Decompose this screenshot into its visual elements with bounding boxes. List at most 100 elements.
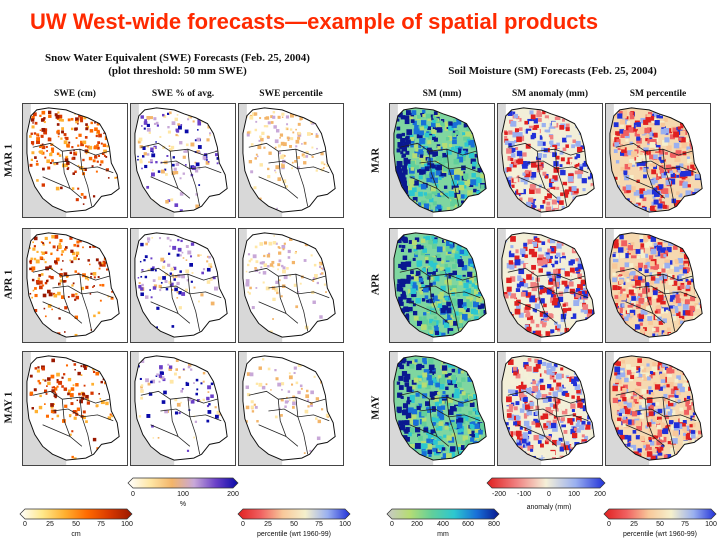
basin-boundary xyxy=(662,397,676,455)
tick-label: 50 xyxy=(290,521,298,528)
basin-boundary xyxy=(428,399,450,447)
basin-boundary xyxy=(140,142,218,156)
tick-label: 200 xyxy=(594,491,606,498)
colorbar-swe-percentile xyxy=(237,508,351,520)
basin-boundary xyxy=(32,142,110,156)
slide-title: UW West-wide forecasts—example of spatia… xyxy=(30,9,599,34)
region-area xyxy=(242,232,336,338)
tick-label: -200 xyxy=(491,491,507,498)
forecast-map-pct-2 xyxy=(130,228,236,343)
tick-label: 25 xyxy=(264,521,272,528)
forecast-map-swe-1 xyxy=(22,103,128,218)
forecast-map-swep-1 xyxy=(238,103,344,218)
tick-label: 200 xyxy=(227,491,239,498)
colorbar-swe-percentile-graphic xyxy=(237,508,351,520)
forecast-map-sm-3 xyxy=(389,351,495,466)
swe-row-label-mar: MAR 1 xyxy=(3,144,15,177)
ocean-area xyxy=(23,104,67,217)
ocean-area xyxy=(239,229,283,342)
ocean-area xyxy=(390,229,434,342)
basin-boundary xyxy=(258,176,287,189)
basin-boundary xyxy=(615,390,693,404)
map-graphic xyxy=(498,229,595,342)
region-area xyxy=(501,107,595,213)
tick-label: 0 xyxy=(241,521,245,528)
sm-panel-title: Soil Moisture (SM) Forecasts (Feb. 25, 2… xyxy=(448,65,657,77)
basin-boundary xyxy=(554,397,568,455)
basin-boundary xyxy=(644,399,666,447)
basin-boundary xyxy=(187,274,201,332)
region-outline xyxy=(26,107,120,213)
basin-boundary xyxy=(150,424,179,437)
basin-boundary xyxy=(554,274,568,332)
forecast-map-pct-1 xyxy=(130,103,236,218)
region-area xyxy=(242,355,336,461)
basin-boundary xyxy=(507,142,585,156)
forecast-map-swep-3 xyxy=(238,351,344,466)
ocean-area xyxy=(498,352,542,465)
basin-boundary xyxy=(295,274,309,332)
basin-boundary xyxy=(79,274,93,332)
region-outline xyxy=(134,107,228,213)
basin-boundary xyxy=(140,390,218,404)
colorbar-sm-anomaly xyxy=(486,477,606,489)
basin-boundary xyxy=(625,301,654,314)
swe-panel-subtitle: (plot threshold: 50 mm SWE) xyxy=(108,65,247,77)
basin-boundary xyxy=(536,151,558,199)
ocean-area xyxy=(606,104,650,217)
colorbar-unit: anomaly (mm) xyxy=(526,504,572,511)
ocean-area xyxy=(606,229,650,342)
basin-boundary xyxy=(644,151,666,199)
tick-label: 0 xyxy=(607,521,611,528)
map-graphic xyxy=(23,352,120,465)
basin-boundary xyxy=(42,176,71,189)
forecast-map-smp-3 xyxy=(605,351,711,466)
region-outline xyxy=(242,355,336,461)
basin-boundary xyxy=(248,390,326,404)
map-graphic xyxy=(239,352,336,465)
basin-boundary xyxy=(61,276,83,324)
forecast-map-pct-3 xyxy=(130,351,236,466)
region-area xyxy=(134,232,228,338)
basin-boundary xyxy=(554,149,568,207)
forecast-map-sm-2 xyxy=(389,228,495,343)
tick-label: -100 xyxy=(516,491,532,498)
tick-label: 50 xyxy=(656,521,664,528)
basin-boundary xyxy=(409,424,438,437)
basin-boundary xyxy=(277,399,299,447)
colorbar-swe-cm xyxy=(19,508,133,520)
swe-col-header-cm: SWE (cm) xyxy=(54,89,96,99)
basin-boundary xyxy=(79,149,93,207)
basin-boundary xyxy=(409,176,438,189)
region-outline xyxy=(501,355,595,461)
basin-boundary xyxy=(399,390,477,404)
basin-boundary xyxy=(517,424,546,437)
map-graphic xyxy=(498,352,595,465)
tick-label: 0 xyxy=(547,491,551,498)
map-graphic xyxy=(131,104,228,217)
basin-boundary xyxy=(644,276,666,324)
forecast-map-anom-3 xyxy=(497,351,603,466)
tick-label: 100 xyxy=(121,521,133,528)
map-graphic xyxy=(390,229,487,342)
basin-boundary xyxy=(32,390,110,404)
basin-boundary xyxy=(615,142,693,156)
basin-boundary xyxy=(248,142,326,156)
tick-label: 75 xyxy=(681,521,689,528)
basin-boundary xyxy=(258,424,287,437)
ocean-area xyxy=(131,229,175,342)
ocean-area xyxy=(239,104,283,217)
basin-boundary xyxy=(507,390,585,404)
tick-label: 0 xyxy=(23,521,27,528)
colorbar-sm-percentile xyxy=(603,508,717,520)
basin-boundary xyxy=(536,399,558,447)
tick-label: 600 xyxy=(462,521,474,528)
swe-col-header-percentile: SWE percentile xyxy=(259,89,323,99)
colorbar-unit: mm xyxy=(437,531,449,538)
map-graphic xyxy=(131,229,228,342)
ocean-area xyxy=(131,352,175,465)
basin-boundary xyxy=(428,151,450,199)
colorbar-unit: percentile (wrt 1960-99) xyxy=(257,531,331,538)
forecast-map-swep-2 xyxy=(238,228,344,343)
region-outline xyxy=(501,232,595,338)
